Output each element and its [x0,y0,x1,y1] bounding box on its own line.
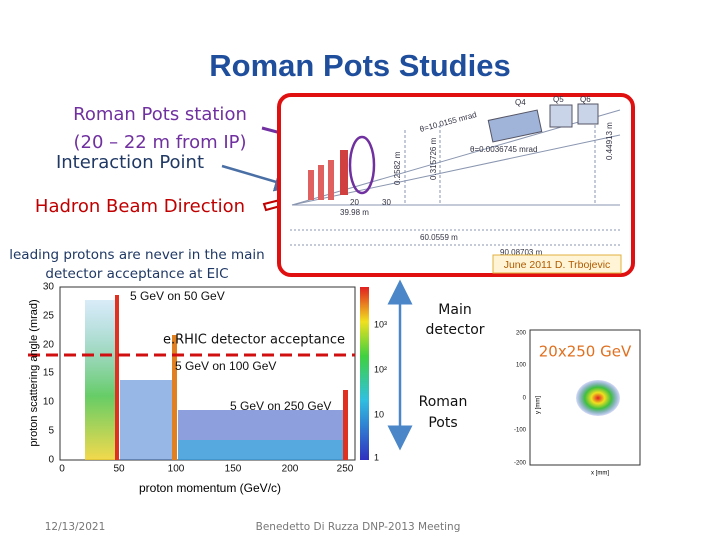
plot-density [85,295,348,460]
footer-author: Benedetto Di Ruzza DNP-2013 Meeting [256,521,461,533]
label: 100 [516,363,527,369]
label: 20 [43,340,55,351]
color-ticks: 10³ 10² 10 1 [374,319,387,462]
detector-labels: Main detector Roman Pots [419,302,485,431]
color-scale [360,287,369,460]
label: 0 [59,464,65,475]
label: 100 [168,464,185,475]
label: 5 GeV on 250 GeV [230,399,331,413]
note: detector acceptance at EIC [45,266,228,282]
label: 10³ [374,319,387,329]
label: Pots [428,415,457,431]
label: 25 [43,311,55,322]
label: 39.98 m [340,208,369,217]
slide: Roman Pots station (20 – 22 m from IP) I… [9,104,264,282]
label: 90.08703 m [500,248,543,257]
magnets [487,109,543,143]
label: Main [438,302,471,318]
plot-density [85,300,115,460]
label: detector [425,322,484,338]
label: θ=0.0036745 mrad [470,145,537,154]
x-axis-title: proton momentum (GeV/c) [139,481,281,495]
label: 50 [113,464,125,475]
label: 0.44913 m [605,122,614,160]
magnets [577,103,599,125]
label: 30 [382,198,391,207]
label: Q6 [580,95,591,104]
label: 0.315726 m [429,137,438,180]
station-label: (20 – 22 m from IP) [73,132,246,153]
label: 5 [48,426,54,437]
station-label: Roman Pots station [73,104,247,125]
label: 0 [48,455,54,466]
hit-y-axis: y [mm] [536,396,542,414]
plot-density [343,390,348,460]
label: 250 [337,464,354,475]
beam-label: Hadron Beam Direction [35,196,245,217]
label: 10 [43,397,55,408]
label: 200 [516,331,527,337]
label: 30 [43,282,55,293]
magnets [308,103,599,200]
label: 5 GeV on 50 GeV [130,289,225,303]
footer-date: 12/13/2021 [45,521,106,533]
label: Q5 [553,95,564,104]
label: 1 [374,452,379,462]
label: e.RHIC detector acceptance [163,333,345,348]
label: 10 [374,409,384,419]
plot-density [115,295,119,460]
magnets [549,104,573,128]
label: -200 [514,461,527,467]
y-axis-title: proton scattering angle (mrad) [28,299,40,446]
magnets [318,165,324,200]
label: 10² [374,364,387,374]
hit-distribution [576,380,620,416]
hit-plot-title: 20x250 GeV [539,343,632,361]
y-tick-labels: 0 5 10 15 20 25 30 [43,282,55,466]
plot-density [172,335,177,460]
label: 15 [43,368,55,379]
label: 20 [350,198,359,207]
magnets [328,160,334,200]
credit-box [492,254,622,274]
plot-labels: 5 GeV on 50 GeV e.RHIC detector acceptan… [130,289,345,413]
label: 5 GeV on 100 GeV [175,359,276,373]
note: leading protons are never in the main [9,247,264,263]
label: 200 [282,464,299,475]
ip-label: Interaction Point [56,152,204,173]
hit-x-axis: x [mm] [591,471,609,477]
credit: June 2011 D. Trbojevic [504,259,611,271]
label: Q4 [515,98,526,107]
label: Roman [419,394,468,410]
magnets [340,150,348,195]
plot-density [178,440,343,460]
plot-density [120,380,172,460]
label: -100 [514,428,527,434]
label: 60.0559 m [420,233,458,242]
label: 150 [225,464,242,475]
x-tick-labels: 0 50 100 150 200 250 [59,464,354,475]
label: 0 [523,396,527,402]
roman-pot-marker [348,135,376,195]
hit-y-ticks: 200 100 0 -100 -200 [514,331,527,467]
label: 0.2582 m [393,151,402,185]
slide-title: Roman Pots Studies [209,48,510,83]
magnets [308,170,314,200]
